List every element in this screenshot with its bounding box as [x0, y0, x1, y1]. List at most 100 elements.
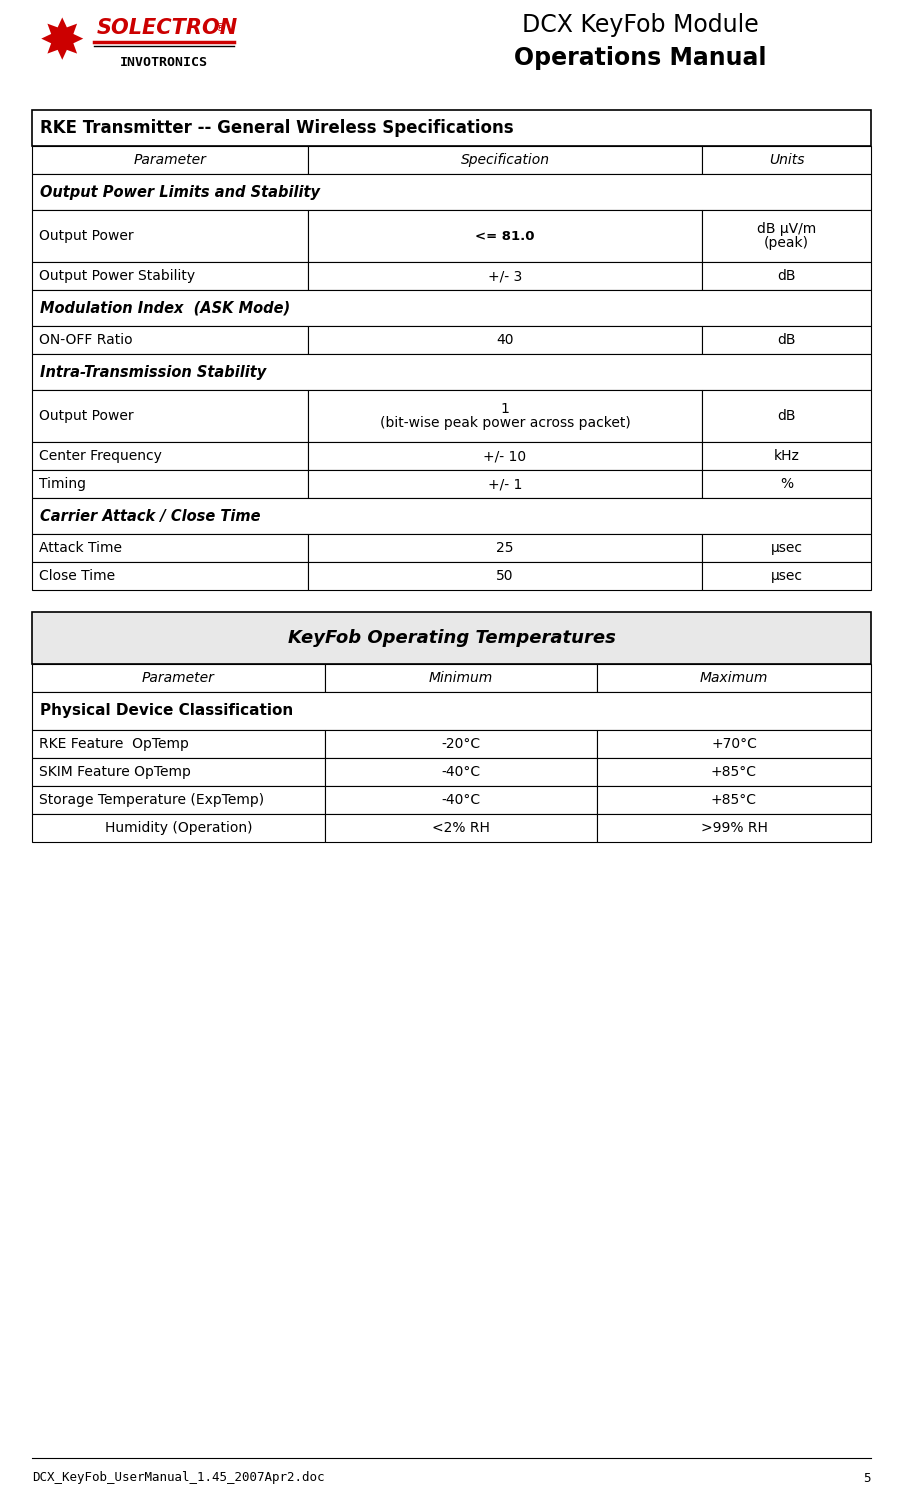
Bar [701, 327, 870, 354]
Text: 25: 25 [496, 541, 513, 554]
Text: ®: ® [215, 22, 226, 33]
Bar [308, 533, 701, 562]
Bar [32, 497, 870, 533]
Bar [308, 262, 701, 291]
Bar [308, 145, 701, 174]
Text: Humidity (Operation): Humidity (Operation) [105, 821, 252, 834]
Text: <2% RH: <2% RH [431, 821, 490, 834]
Bar [32, 389, 308, 442]
Bar [32, 210, 308, 262]
Bar [325, 758, 596, 786]
Bar [32, 692, 870, 730]
Bar [308, 210, 701, 262]
Bar [325, 813, 596, 842]
Text: (peak): (peak) [763, 237, 808, 250]
Text: Attack Time: Attack Time [39, 541, 122, 554]
Bar [701, 442, 870, 470]
Text: dB: dB [777, 409, 795, 422]
Text: DCX KeyFob Module: DCX KeyFob Module [521, 13, 758, 37]
Text: Maximum: Maximum [699, 671, 768, 685]
Text: 5: 5 [862, 1471, 870, 1485]
Bar [701, 562, 870, 590]
Bar [701, 470, 870, 497]
Text: (bit-wise peak power across packet): (bit-wise peak power across packet) [379, 416, 630, 430]
Bar [325, 664, 596, 692]
Text: Output Power: Output Power [39, 229, 133, 243]
Bar [325, 730, 596, 758]
Text: Center Frequency: Center Frequency [39, 449, 161, 463]
Text: +85°C: +85°C [710, 792, 756, 807]
Bar [308, 389, 701, 442]
Text: KeyFob Operating Temperatures: KeyFob Operating Temperatures [287, 629, 615, 647]
Text: ON-OFF Ratio: ON-OFF Ratio [39, 333, 133, 348]
Bar [308, 327, 701, 354]
Text: dB: dB [777, 270, 795, 283]
Text: Output Power Limits and Stability: Output Power Limits and Stability [40, 184, 319, 199]
Bar [596, 786, 870, 813]
Text: INVOTRONICS: INVOTRONICS [120, 55, 207, 69]
Bar [701, 389, 870, 442]
Text: Operations Manual: Operations Manual [513, 46, 766, 70]
Bar [701, 210, 870, 262]
Text: +70°C: +70°C [710, 737, 756, 750]
Bar [32, 786, 325, 813]
Text: Output Power: Output Power [39, 409, 133, 422]
Text: Parameter: Parameter [133, 153, 207, 166]
Text: μsec: μsec [769, 569, 802, 583]
Text: μsec: μsec [769, 541, 802, 554]
Bar [308, 442, 701, 470]
Bar [701, 145, 870, 174]
Text: Units: Units [768, 153, 804, 166]
Text: Close Time: Close Time [39, 569, 115, 583]
Text: RKE Feature  OpTemp: RKE Feature OpTemp [39, 737, 189, 750]
Bar [596, 730, 870, 758]
Bar [308, 470, 701, 497]
Text: +/- 1: +/- 1 [487, 476, 521, 491]
Bar [32, 730, 325, 758]
Bar [32, 327, 308, 354]
Text: Output Power Stability: Output Power Stability [39, 270, 195, 283]
Bar [32, 262, 308, 291]
Bar [32, 533, 308, 562]
Bar [32, 354, 870, 389]
Text: Parameter: Parameter [142, 671, 215, 685]
Text: 50: 50 [496, 569, 513, 583]
Text: kHz: kHz [773, 449, 798, 463]
Text: ✸: ✸ [39, 16, 85, 70]
Bar [32, 109, 870, 145]
Bar [596, 664, 870, 692]
Text: RKE Transmitter -- General Wireless Specifications: RKE Transmitter -- General Wireless Spec… [40, 118, 513, 136]
Text: SOLECTRON: SOLECTRON [97, 18, 238, 37]
Bar [32, 442, 308, 470]
Bar [32, 813, 325, 842]
Bar [325, 786, 596, 813]
Text: <= 81.0: <= 81.0 [474, 229, 534, 243]
Text: Minimum: Minimum [428, 671, 492, 685]
Text: dB μV/m: dB μV/m [756, 222, 815, 237]
Bar [32, 470, 308, 497]
Text: +85°C: +85°C [710, 765, 756, 779]
Text: Physical Device Classification: Physical Device Classification [40, 704, 293, 719]
Text: SKIM Feature OpTemp: SKIM Feature OpTemp [39, 765, 190, 779]
Text: DCX_KeyFob_UserManual_1.45_2007Apr2.doc: DCX_KeyFob_UserManual_1.45_2007Apr2.doc [32, 1471, 324, 1485]
Text: +/- 10: +/- 10 [483, 449, 526, 463]
Bar [32, 664, 325, 692]
Text: 40: 40 [496, 333, 513, 348]
Text: dB: dB [777, 333, 795, 348]
Text: Specification: Specification [460, 153, 549, 166]
Text: +/- 3: +/- 3 [487, 270, 521, 283]
Text: Timing: Timing [39, 476, 86, 491]
Bar [32, 758, 325, 786]
Bar [701, 262, 870, 291]
Bar [308, 562, 701, 590]
Bar [32, 613, 870, 664]
Text: Carrier Attack / Close Time: Carrier Attack / Close Time [40, 508, 260, 523]
Text: >99% RH: >99% RH [700, 821, 767, 834]
Bar [701, 533, 870, 562]
Text: -40°C: -40°C [441, 765, 480, 779]
Text: 1: 1 [500, 401, 509, 416]
Text: %: % [779, 476, 792, 491]
Text: Storage Temperature (ExpTemp): Storage Temperature (ExpTemp) [39, 792, 263, 807]
Bar [32, 562, 308, 590]
Bar [32, 145, 308, 174]
